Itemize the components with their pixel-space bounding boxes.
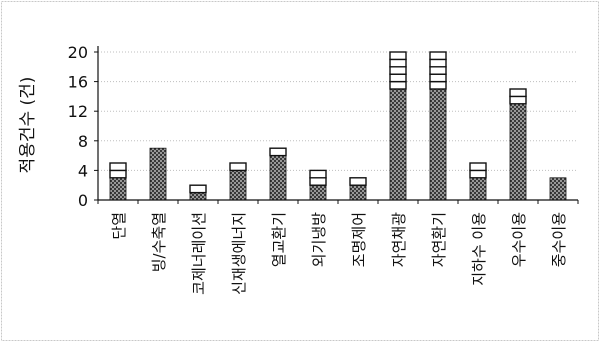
axes — [94, 46, 579, 204]
bar-segment-striped — [109, 169, 127, 179]
bar-segment-striped — [469, 162, 487, 172]
y-tick-label: 20 — [68, 43, 88, 62]
y-tick-labels: 0 4 8 12 16 20 — [68, 43, 88, 210]
y-axis-label: 적용건수 (건) — [18, 77, 38, 174]
bar-segment-striped — [429, 80, 447, 90]
bar-segment-striped — [349, 177, 367, 186]
bar-segment-dotted — [229, 169, 247, 201]
bar-segment-striped — [309, 169, 327, 179]
y-tick-label: 16 — [68, 73, 88, 92]
x-tick-labels: 단열 빙/수축열 코제너레이션 신재생에너지 열교환기 외기냉방 조명제어 자연채광 자연환기 지… — [110, 212, 568, 295]
bar-segment-striped — [389, 80, 407, 90]
bar-segment-striped — [309, 177, 327, 186]
y-tick-label: 0 — [78, 191, 88, 210]
bar-segment-striped — [429, 66, 447, 75]
bar-segment-dotted — [189, 192, 207, 201]
bar-segment-dotted — [269, 155, 287, 201]
bar-segment-striped — [469, 169, 487, 179]
bar-segment-dotted — [349, 184, 367, 201]
x-tick-label: 코제너레이션 — [190, 212, 208, 295]
bar-segment-striped — [189, 184, 207, 194]
bar-segment-striped — [429, 51, 447, 61]
x-tick-label: 자연환기 — [430, 212, 448, 267]
bar-segment-striped — [389, 51, 407, 61]
bar-segment-striped — [109, 162, 127, 172]
bar-segment-dotted — [389, 88, 407, 201]
bar-segment-striped — [429, 73, 447, 83]
bar-segment-dotted — [509, 103, 527, 201]
x-tick-label: 신재생에너지 — [230, 212, 248, 295]
x-tick-label: 외기냉방 — [310, 212, 328, 267]
gridlines — [98, 51, 578, 171]
y-tick-label: 12 — [68, 102, 88, 121]
x-tick-label: 자연채광 — [390, 212, 408, 267]
x-tick-label: 조명제어 — [350, 212, 368, 267]
y-tick-label: 8 — [78, 132, 88, 151]
y-tick-label: 4 — [78, 161, 88, 180]
x-tick-label: 빙/수축열 — [150, 212, 168, 272]
bars — [109, 51, 567, 201]
x-tick-label: 열교환기 — [270, 212, 288, 267]
x-tick-label: 지하수 이용 — [470, 212, 488, 286]
bar-segment-dotted — [149, 147, 167, 201]
bar-segment-dotted — [309, 184, 327, 201]
bar-segment-striped — [389, 73, 407, 83]
bar-segment-striped — [229, 162, 247, 172]
x-tick-label: 중수이용 — [550, 212, 568, 267]
bar-segment-striped — [509, 88, 527, 98]
bar-segment-dotted — [429, 88, 447, 201]
x-tick-label: 단열 — [110, 212, 128, 240]
bar-segment-dotted — [469, 177, 487, 201]
bar-segment-striped — [429, 58, 447, 68]
bar-segment-striped — [509, 95, 527, 105]
bar-segment-striped — [269, 147, 287, 157]
x-tick-label: 우수이용 — [510, 212, 528, 267]
bar-segment-dotted — [549, 177, 567, 201]
bar-segment-striped — [389, 66, 407, 75]
bar-segment-striped — [389, 58, 407, 68]
bar-segment-dotted — [109, 177, 127, 201]
